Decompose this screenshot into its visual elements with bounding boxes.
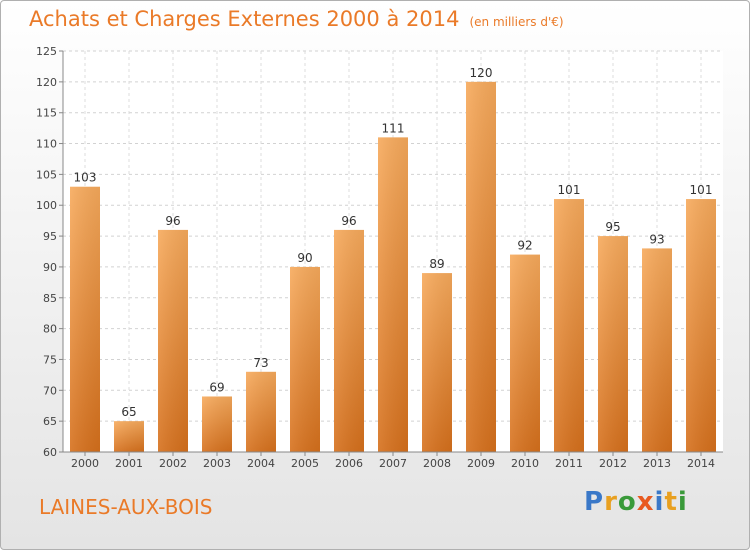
location-label: LAINES-AUX-BOIS xyxy=(39,495,213,519)
logo-letter: P xyxy=(584,487,605,517)
x-tick-label: 2014 xyxy=(687,457,715,470)
y-tick-label: 100 xyxy=(36,199,57,212)
logo-letter: i xyxy=(677,487,688,517)
logo-letter: t xyxy=(664,487,678,517)
bar-shade xyxy=(290,266,320,452)
x-tick-label: 2005 xyxy=(291,457,319,470)
x-tick-label: 2008 xyxy=(423,457,451,470)
y-tick-label: 80 xyxy=(43,323,57,336)
x-tick-label: 2006 xyxy=(335,457,363,470)
bar-value-label: 92 xyxy=(517,239,532,253)
bar-shade xyxy=(554,199,584,452)
y-tick-label: 70 xyxy=(43,384,57,397)
chart-subtitle: (en milliers d'€) xyxy=(469,15,564,29)
logo-letter: o xyxy=(617,487,637,517)
bar-value-label: 120 xyxy=(470,66,493,80)
bar-value-label: 103 xyxy=(74,171,97,185)
x-tick-label: 2000 xyxy=(71,457,99,470)
y-tick-label: 90 xyxy=(43,261,57,274)
bar-shade xyxy=(158,229,188,452)
logo-letter: i xyxy=(654,487,665,517)
bar-value-label: 96 xyxy=(341,214,356,228)
x-tick-label: 2010 xyxy=(511,457,539,470)
bar-value-label: 89 xyxy=(429,257,444,271)
bar-value-label: 65 xyxy=(121,405,136,419)
bar-value-label: 90 xyxy=(297,251,312,265)
bar-value-label: 111 xyxy=(382,121,405,135)
x-tick-label: 2012 xyxy=(599,457,627,470)
y-tick-label: 60 xyxy=(43,446,57,459)
bar-shade xyxy=(466,81,496,452)
x-tick-label: 2004 xyxy=(247,457,275,470)
bar-shade xyxy=(422,273,452,452)
x-tick-label: 2011 xyxy=(555,457,583,470)
bar-shade xyxy=(334,229,364,452)
bar-value-label: 73 xyxy=(253,356,268,370)
bar-shade xyxy=(686,199,716,452)
bar-value-label: 69 xyxy=(209,380,224,394)
y-tick-label: 65 xyxy=(43,415,57,428)
x-tick-label: 2013 xyxy=(643,457,671,470)
bar-shade xyxy=(510,254,540,452)
bar-value-label: 96 xyxy=(165,214,180,228)
y-tick-label: 105 xyxy=(36,168,57,181)
x-tick-label: 2002 xyxy=(159,457,187,470)
proxiti-logo: Proxiti xyxy=(584,487,688,517)
bar-shade xyxy=(202,396,232,452)
bar-shade xyxy=(598,236,628,452)
y-tick-label: 75 xyxy=(43,353,57,366)
chart-title: Achats et Charges Externes 2000 à 2014 xyxy=(29,7,460,31)
y-tick-label: 95 xyxy=(43,230,57,243)
y-tick-label: 85 xyxy=(43,292,57,305)
bar-shade xyxy=(642,248,672,452)
bar-value-label: 101 xyxy=(690,183,713,197)
x-tick-label: 2009 xyxy=(467,457,495,470)
bar-shade xyxy=(246,371,276,452)
y-tick-label: 110 xyxy=(36,138,57,151)
bar-value-label: 93 xyxy=(649,232,664,246)
bar-shade xyxy=(378,137,408,452)
bar-value-label: 95 xyxy=(605,220,620,234)
x-tick-label: 2003 xyxy=(203,457,231,470)
y-tick-label: 120 xyxy=(36,76,57,89)
bar-value-label: 101 xyxy=(558,183,581,197)
bar-shade xyxy=(114,421,144,452)
x-tick-label: 2007 xyxy=(379,457,407,470)
title-block: Achats et Charges Externes 2000 à 2014 (e… xyxy=(29,7,564,31)
y-tick-label: 125 xyxy=(36,45,57,58)
logo-letter: x xyxy=(636,487,655,517)
y-tick-label: 115 xyxy=(36,107,57,120)
x-tick-label: 2001 xyxy=(115,457,143,470)
bar-shade xyxy=(70,186,100,452)
logo-letter: r xyxy=(604,487,618,517)
